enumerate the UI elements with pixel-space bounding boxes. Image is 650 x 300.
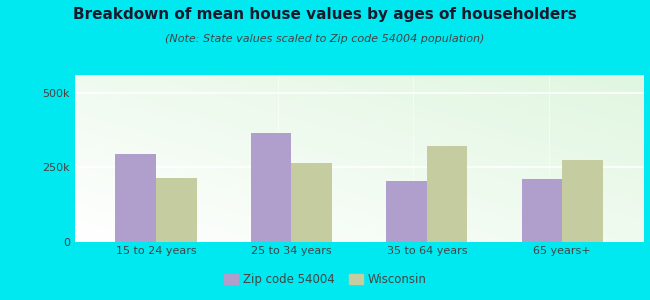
Text: (Note: State values scaled to Zip code 54004 population): (Note: State values scaled to Zip code 5… — [165, 34, 485, 44]
Bar — [251, 133, 291, 242]
Bar — [291, 163, 332, 242]
Bar — [116, 154, 156, 242]
Bar — [521, 179, 562, 242]
Legend: Zip code 54004, Wisconsin: Zip code 54004, Wisconsin — [219, 269, 431, 291]
Bar — [156, 178, 196, 242]
Bar — [427, 146, 467, 242]
Bar — [386, 181, 427, 242]
Text: Breakdown of mean house values by ages of householders: Breakdown of mean house values by ages o… — [73, 8, 577, 22]
Bar — [562, 160, 603, 242]
